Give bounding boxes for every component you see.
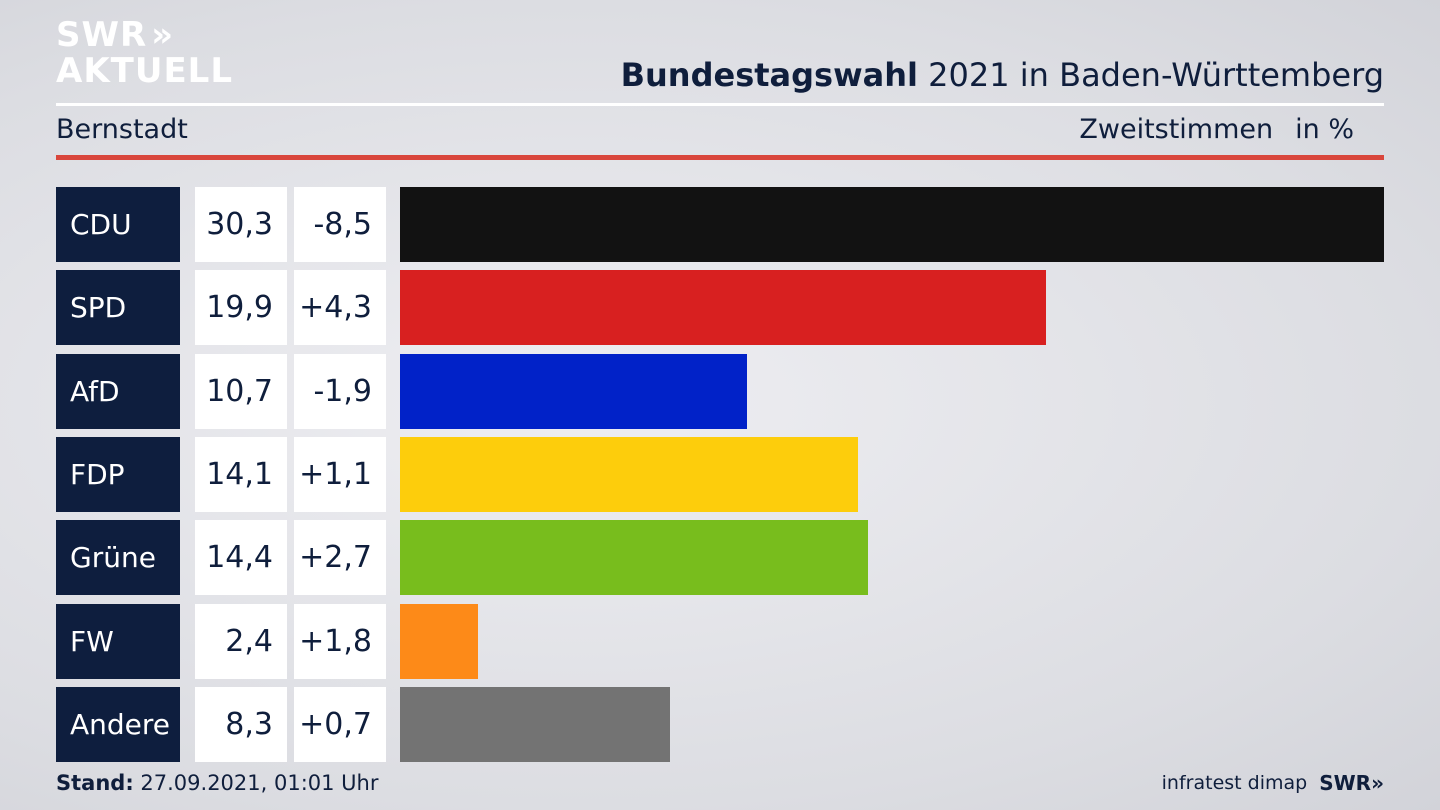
bar-grüne [400,520,868,596]
bar-cdu [400,187,1384,262]
value-label: 2,4 [195,603,287,679]
source-label: infratest dimap [1161,772,1308,794]
result-row: AfD 10,7 -1,9 [56,353,1384,429]
result-row: Grüne 14,4 +2,7 [56,520,1384,596]
swr-brand-logo: SWR» [1319,771,1384,795]
value-label: 10,7 [195,353,287,429]
bar-fdp [400,436,858,512]
result-row: FW 2,4 +1,8 [56,603,1384,679]
result-row: SPD 19,9 +4,3 [56,270,1384,346]
diff-label: +1,1 [294,436,386,512]
measure-unit: Zweitstimmen in % [1079,114,1354,145]
result-row: Andere 8,3 +0,7 [56,686,1384,762]
bar-spd [400,270,1047,346]
diff-label: -1,9 [294,353,386,429]
header-divider [56,103,1384,106]
party-label: Andere [56,686,180,762]
unit-label: in % [1295,114,1354,145]
value-label: 30,3 [195,187,287,262]
bar-andere [400,686,670,762]
value-label: 14,1 [195,436,287,512]
value-label: 14,4 [195,520,287,596]
diff-label: +1,8 [294,603,386,679]
bar-afd [400,353,748,429]
diff-label: +2,7 [294,520,386,596]
source-credit: infratest dimap SWR» [1162,771,1384,795]
logo-line2: AKTUELL [56,51,234,91]
location-label: Bernstadt [56,114,188,145]
stand-value: 27.09.2021, 01:01 Uhr [133,771,379,795]
result-row: FDP 14,1 +1,1 [56,436,1384,512]
bar-fw [400,603,478,679]
stand-label: Stand: [56,771,134,795]
diff-label: +0,7 [294,686,386,762]
party-label: CDU [56,187,180,262]
party-label: AfD [56,353,180,429]
diff-label: -8,5 [294,187,386,262]
value-label: 8,3 [195,686,287,762]
party-label: FDP [56,436,180,512]
diff-label: +4,3 [294,270,386,346]
chart-title: Bundestagswahl 2021 in Baden-Württemberg [621,56,1384,94]
title-bold: Bundestagswahl [620,56,918,94]
party-label: Grüne [56,520,180,596]
logo-line1: SWR [56,15,148,55]
accent-divider [56,155,1384,160]
result-row: CDU 30,3 -8,5 [56,187,1384,262]
party-label: FW [56,603,180,679]
title-rest: 2021 in Baden-Württemberg [917,56,1384,94]
party-label: SPD [56,270,180,346]
chevron-icon: » [151,15,175,55]
swr-aktuell-logo: SWR» AKTUELL [56,18,233,88]
timestamp: Stand: 27.09.2021, 01:01 Uhr [56,771,379,795]
measure-label: Zweitstimmen [1079,114,1274,145]
value-label: 19,9 [195,270,287,346]
